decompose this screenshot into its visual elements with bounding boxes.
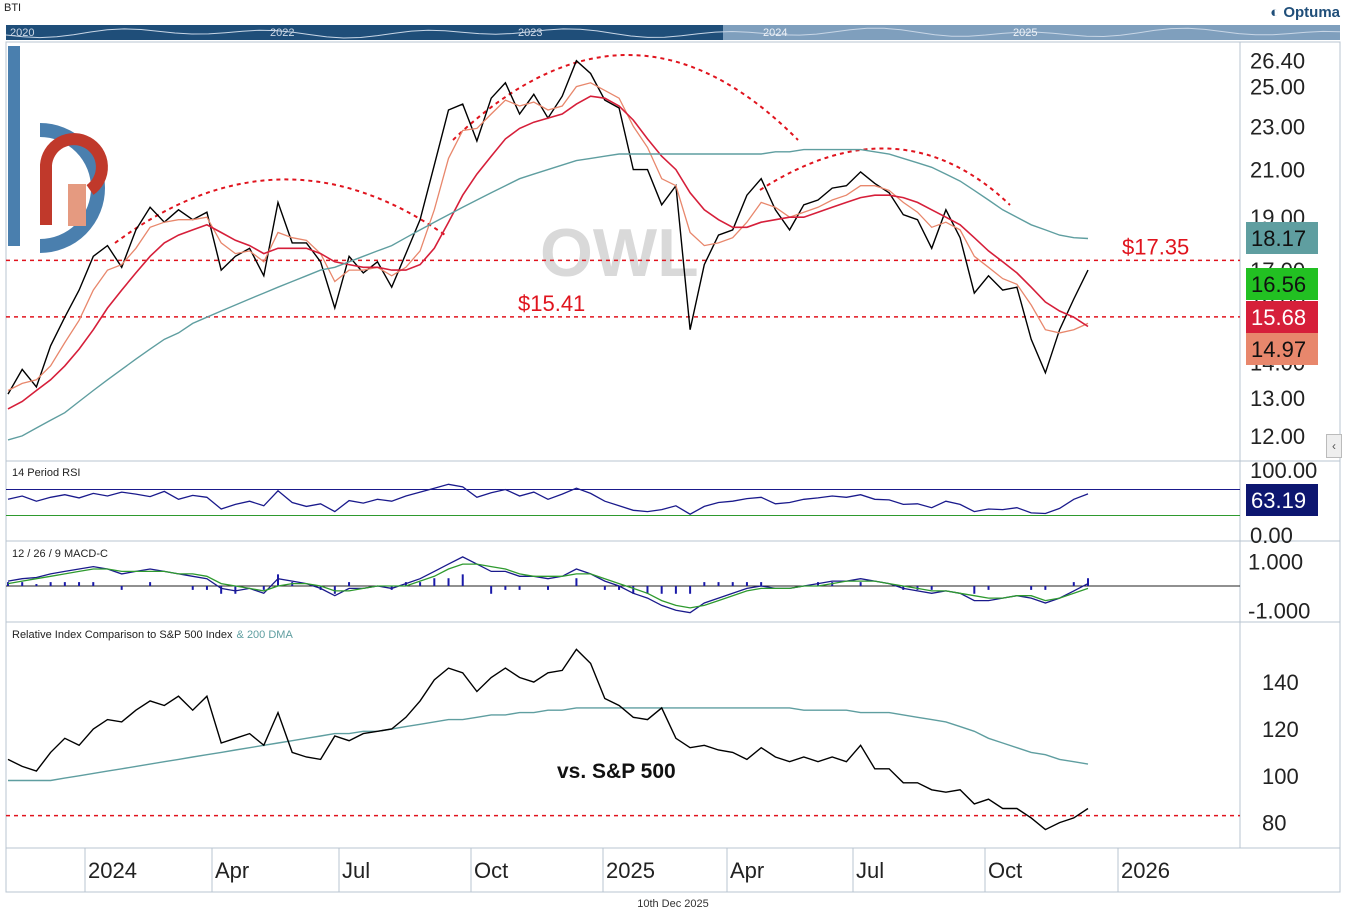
relative-y-tick-2: 100	[1262, 764, 1299, 789]
price-y-tick-2: 23.00	[1250, 114, 1305, 139]
ma-long-line	[7, 148, 1089, 441]
x-tick-label-4: 2025	[606, 858, 655, 883]
ticker-label: BTI	[4, 2, 22, 14]
price-y-tick-1: 25.00	[1250, 75, 1305, 100]
brand-mark-logo	[8, 46, 108, 253]
ma-short-line	[7, 82, 1089, 392]
relative-y-tick-3: 80	[1262, 811, 1286, 836]
annotation-15-41: $15.41	[518, 291, 585, 316]
vs-sp500-label: vs. S&P 500	[557, 760, 676, 783]
navigator-range-dark	[6, 25, 723, 40]
macd-title: 12 / 26 / 9 MACD-C	[12, 548, 108, 560]
macd-y-tick-1: -1.000	[1248, 598, 1310, 623]
price-y-tick-0: 26.40	[1250, 49, 1305, 74]
price-y-tick-9: 13.00	[1250, 386, 1305, 411]
last-value-tag-text-2: 15.68	[1251, 305, 1306, 330]
rsi-title: 14 Period RSI	[12, 467, 80, 479]
optuma-logo: ◐ Optuma	[1270, 4, 1340, 21]
price-series	[7, 59, 1089, 441]
collapse-panel-button[interactable]: ‹	[1326, 434, 1342, 458]
relative-title: Relative Index Comparison to S&P 500 Ind…	[12, 629, 293, 641]
last-value-tag-2	[1246, 301, 1318, 333]
relative-y-tick-0: 140	[1262, 670, 1299, 695]
x-tick-label-1: Apr	[215, 858, 249, 883]
optuma-logo-icon: ◐	[1270, 4, 1280, 21]
relative-dma-line	[8, 707, 1089, 782]
nav-year-2023: 2023	[518, 27, 542, 39]
rsi-value-text: 63.19	[1251, 488, 1306, 513]
macd-panel: 1.000 -1.000	[6, 550, 1310, 623]
annotation-17-35: $17.35	[1122, 234, 1189, 259]
macd-signal-line	[7, 563, 1089, 609]
x-tick-label-5: Apr	[730, 858, 764, 883]
macd-y-tick-0: 1.000	[1248, 550, 1303, 575]
navigator-bar[interactable]: 2020 2022 2023 2024 2025	[5, 25, 1341, 40]
rsi-y-tick-0: 100.00	[1250, 458, 1317, 483]
relative-y-tick-1: 120	[1262, 717, 1299, 742]
rsi-y-tick-1: 0.00	[1250, 523, 1293, 548]
nav-year-2024: 2024	[763, 27, 787, 39]
x-tick-label-6: Jul	[856, 858, 884, 883]
x-tick-label-2: Jul	[342, 858, 370, 883]
price-pattern-arcs	[114, 54, 1011, 244]
last-value-tags: 18.17 16.56 15.68 14.97	[1246, 222, 1318, 365]
x-axis: 2024 Apr Jul Oct 2025 Apr Jul Oct 2026	[84, 848, 1170, 892]
price-y-tick-3: 21.00	[1250, 158, 1305, 183]
rsi-panel: 100.00 0.00 63.19	[6, 458, 1318, 548]
last-value-tag-text-1: 16.56	[1251, 272, 1306, 297]
nav-year-2020: 2020	[10, 27, 34, 39]
relative-title-suffix: & 200 DMA	[237, 629, 294, 641]
rsi-value-tag	[1246, 484, 1318, 516]
relative-title-main: Relative Index Comparison to S&P 500 Ind…	[12, 629, 233, 641]
rsi-line	[7, 483, 1089, 515]
last-value-tag-1	[1246, 268, 1318, 300]
navigator-line	[5, 27, 1341, 39]
last-value-tag-0	[1246, 222, 1318, 254]
optuma-logo-text: Optuma	[1283, 4, 1340, 21]
x-tick-label-8: 2026	[1121, 858, 1170, 883]
footer-date: 10th Dec 2025	[637, 898, 709, 910]
last-value-tag-text-3: 14.97	[1251, 337, 1306, 362]
last-value-tag-3	[1246, 333, 1318, 365]
x-tick-label-0: 2024	[88, 858, 137, 883]
relative-line	[7, 648, 1089, 831]
watermark: OWL	[540, 215, 699, 291]
price-y-tick-10: 12.00	[1250, 424, 1305, 449]
x-tick-label-7: Oct	[988, 858, 1022, 883]
x-tick-label-3: Oct	[474, 858, 508, 883]
nav-year-2025: 2025	[1013, 27, 1037, 39]
price-reference-lines	[6, 259, 1240, 318]
ma-mid-line	[7, 95, 1089, 410]
relative-panel: 140 120 100 80	[6, 648, 1299, 836]
last-value-tag-text-0: 18.17	[1251, 226, 1306, 251]
nav-year-2022: 2022	[270, 27, 294, 39]
macd-line	[7, 556, 1089, 614]
